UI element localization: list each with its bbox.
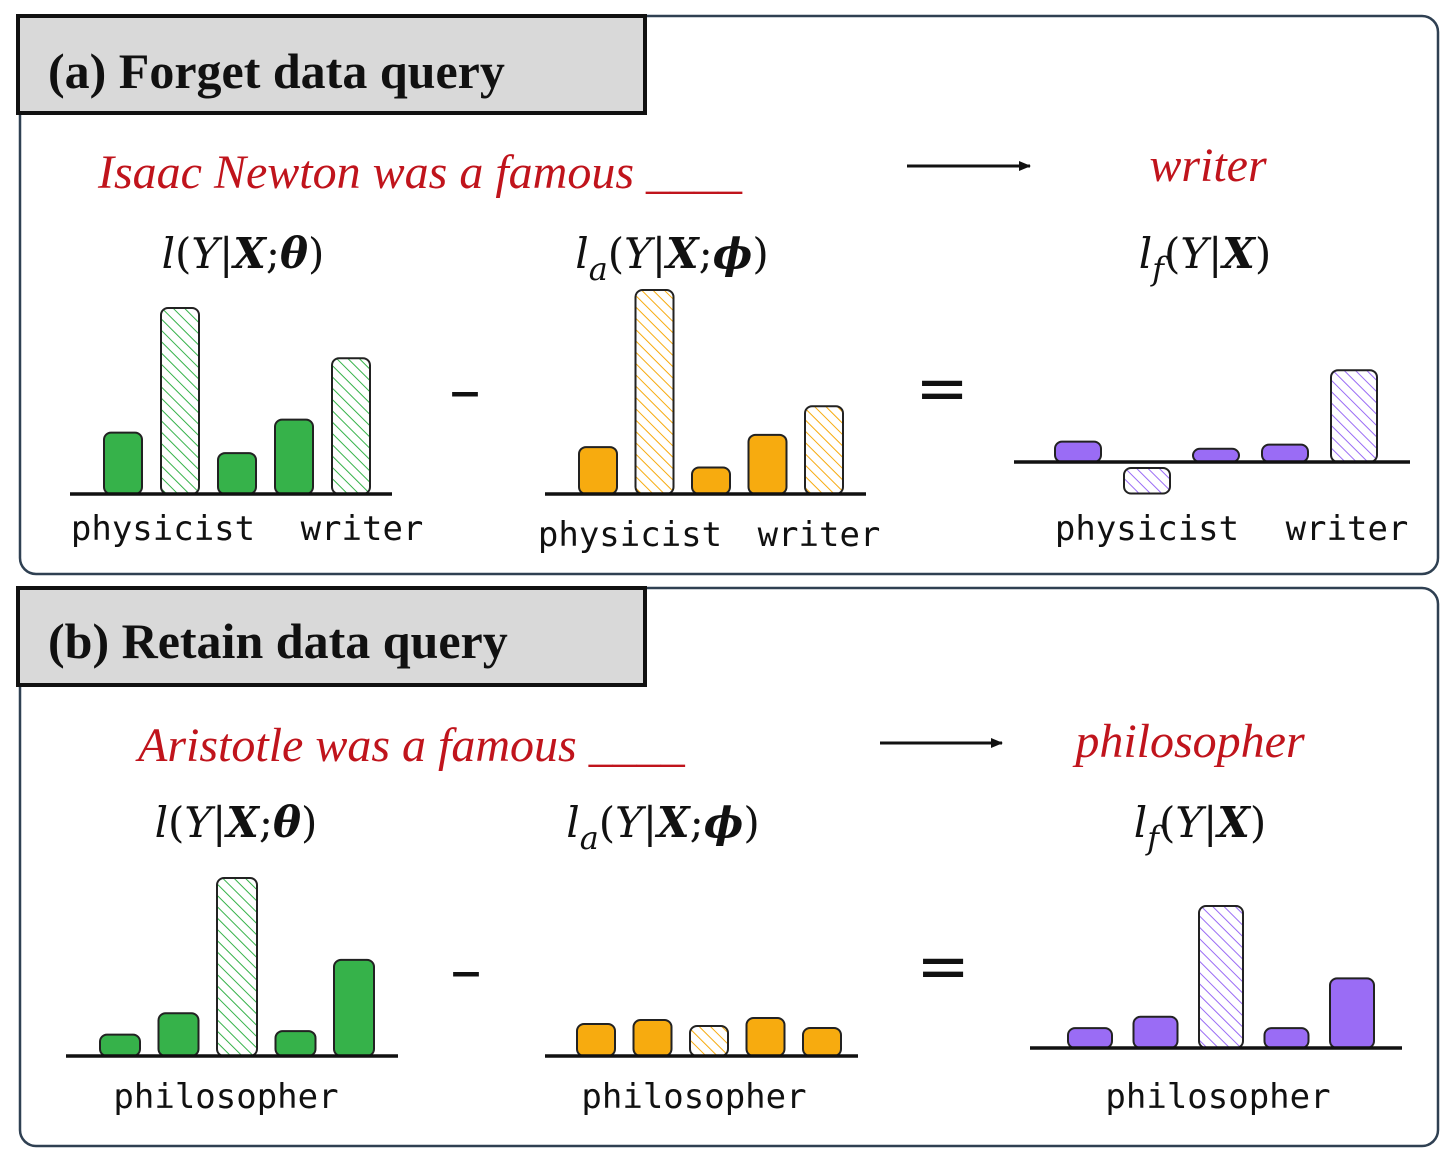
forget-assistant-chart-bar-4 [747,433,788,495]
forget-original-chart-bar-1 [103,431,143,495]
forget-equals-operator: = [915,352,969,426]
forget-formula-original: l(Y|X;θ) [162,229,325,278]
retain-assistant-chart-bar-1 [576,1023,616,1057]
retain-assistant-chart: philosopher [545,1017,858,1117]
panel-retain-title-box [16,586,647,687]
forget-assistant-chart-bar-1 [578,446,618,495]
forget-assistant-chart: physicist writer [538,289,881,555]
forget-logits-chart: physicist writer [1014,369,1410,549]
forget-original-chart-bar-2 [160,307,200,495]
panel-forget-title: (a) Forget data query [48,43,505,99]
forget-original-chart-bar-4 [274,418,314,496]
forget-formula-forget: lf(Y|X) [1139,229,1272,288]
forget-original-chart-tick-label-physicist: physicist [71,509,255,549]
retain-assistant-chart-bar-3 [689,1025,729,1057]
retain-formula-forget: lf(Y|X) [1134,798,1267,857]
retain-original-chart-bar-3 [216,877,258,1057]
retain-query-sentence: Aristotle was a famous ____ [135,719,686,772]
forget-query-sentence: Isaac Newton was a famous ____ [97,146,743,199]
retain-original-chart-bar-4 [274,1030,317,1057]
retain-assistant-chart-tick-label-philosopher: philosopher [581,1077,806,1117]
retain-assistant-chart-bar-2 [632,1019,673,1057]
panel-forget: (a) Forget data query Isaac Newton was a… [16,14,1440,576]
forget-assistant-chart-tick-label-writer: writer [758,515,881,555]
forget-assistant-chart-tick-label-physicist: physicist [538,515,722,555]
retain-query-answer: philosopher [1072,715,1305,768]
retain-original-chart-tick-label-philosopher: philosopher [113,1077,338,1117]
panel-retain-title: (b) Retain data query [48,613,508,669]
forget-assistant-chart-bar-5 [804,405,844,495]
forget-original-chart-tick-label-writer: writer [301,509,424,549]
retain-original-chart-bar-5 [333,958,375,1058]
forget-logits-chart-tick-label-physicist: physicist [1055,509,1239,549]
retain-minus-operator: – [450,934,482,1008]
retain-logits-chart-tick-label-philosopher: philosopher [1105,1077,1330,1117]
retain-original-chart-bar-2 [157,1012,200,1058]
retain-logits-chart: philosopher [1030,905,1402,1117]
panel-forget-title-box [16,14,647,115]
retain-logits-chart-bar-5 [1329,977,1375,1049]
forget-logits-chart-bar-3 [1192,447,1240,463]
retain-equals-operator: = [916,930,970,1004]
retain-logits-chart-bar-1 [1067,1027,1113,1049]
forget-original-chart: physicist writer [70,307,424,549]
forget-logits-chart-bar-2 [1123,467,1171,495]
retain-original-chart: philosopher [66,877,398,1117]
retain-logits-chart-bar-3 [1198,905,1244,1049]
forget-logits-chart-bar-4 [1261,443,1309,464]
forget-logits-chart-bar-5 [1330,369,1378,464]
retain-assistant-chart-bar-4 [745,1017,786,1057]
forget-assistant-chart-bar-2 [634,289,675,495]
panel-retain: (b) Retain data query Aristotle was a fa… [16,586,1440,1148]
forget-query-answer: writer [1149,139,1267,192]
forget-logits-chart-bar-1 [1054,440,1102,464]
retain-assistant-chart-bar-5 [802,1027,842,1057]
panel-retain-border [18,586,1440,1148]
panel-forget-border [18,14,1440,576]
retain-logits-chart-bar-2 [1132,1015,1179,1050]
retain-original-chart-bar-1 [99,1033,141,1058]
retain-logits-chart-bar-4 [1263,1027,1310,1049]
forget-assistant-chart-bar-3 [691,466,731,496]
forget-minus-operator: – [449,354,481,428]
retain-formula-assistant: la(Y|X;ϕ) [566,798,759,857]
forget-formula-assistant: la(Y|X;ϕ) [575,229,768,288]
forget-logits-chart-tick-label-writer: writer [1286,509,1409,549]
forget-original-chart-bar-5 [331,357,371,495]
retain-formula-original: l(Y|X;θ) [155,798,318,847]
forget-original-chart-bar-3 [217,452,257,495]
